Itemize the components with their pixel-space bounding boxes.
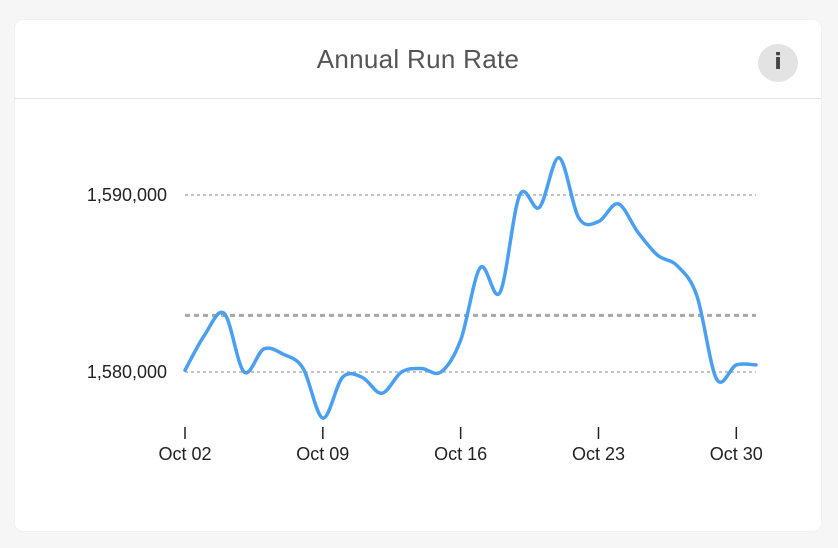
x-tick-label: Oct 30 <box>710 444 763 464</box>
series-line <box>183 156 758 420</box>
grid-lines <box>185 194 756 373</box>
series-layer <box>183 156 758 420</box>
x-tick-label: Oct 09 <box>296 444 349 464</box>
x-tick-label: Oct 16 <box>434 444 487 464</box>
y-axis: 1,580,000 1,590,000 <box>87 185 167 382</box>
x-axis: Oct 02 Oct 09 Oct 16 Oct 23 Oct 30 <box>158 427 763 464</box>
y-tick-label: 1,590,000 <box>87 185 167 205</box>
info-icon[interactable]: i <box>758 44 798 82</box>
y-tick-label: 1,580,000 <box>87 362 167 382</box>
x-tick-label: Oct 02 <box>158 444 211 464</box>
x-tick-label: Oct 23 <box>572 444 625 464</box>
card-header: Annual Run Rate i <box>15 20 821 99</box>
chart-title: Annual Run Rate <box>316 44 520 74</box>
